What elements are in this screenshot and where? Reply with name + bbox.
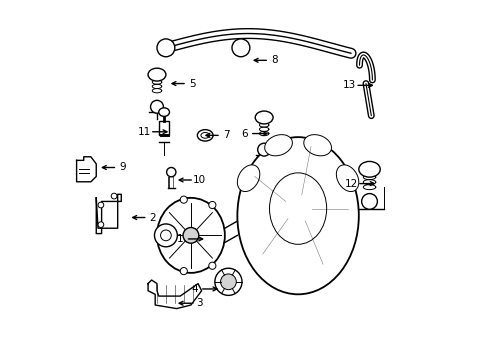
Text: 3: 3 [196, 298, 203, 308]
Text: 6: 6 [241, 129, 247, 139]
Text: 13: 13 [343, 80, 356, 90]
Polygon shape [148, 280, 201, 309]
Text: 10: 10 [193, 175, 205, 185]
Ellipse shape [111, 193, 117, 199]
FancyBboxPatch shape [159, 121, 169, 135]
Ellipse shape [150, 100, 163, 113]
Ellipse shape [208, 202, 216, 208]
Text: 2: 2 [149, 212, 156, 222]
Ellipse shape [180, 267, 187, 275]
Ellipse shape [157, 39, 175, 57]
Text: 4: 4 [191, 284, 198, 294]
Ellipse shape [166, 167, 176, 177]
Text: 9: 9 [119, 162, 126, 172]
Ellipse shape [358, 161, 380, 177]
Ellipse shape [220, 274, 236, 290]
Polygon shape [96, 194, 121, 234]
Ellipse shape [214, 268, 242, 296]
Text: 11: 11 [138, 127, 151, 137]
Ellipse shape [148, 68, 165, 81]
Text: 8: 8 [271, 55, 277, 65]
Ellipse shape [98, 222, 103, 228]
Polygon shape [77, 157, 96, 182]
Ellipse shape [264, 135, 292, 156]
Ellipse shape [208, 262, 216, 269]
Ellipse shape [159, 108, 169, 116]
Ellipse shape [237, 137, 358, 294]
Ellipse shape [98, 202, 103, 208]
Ellipse shape [154, 224, 177, 247]
Ellipse shape [237, 165, 259, 192]
Ellipse shape [255, 111, 272, 124]
Text: 7: 7 [223, 130, 229, 140]
Ellipse shape [303, 135, 331, 156]
Ellipse shape [197, 130, 213, 141]
Ellipse shape [231, 39, 249, 57]
Ellipse shape [361, 194, 377, 209]
Ellipse shape [257, 143, 270, 156]
Ellipse shape [157, 198, 224, 273]
Text: 12: 12 [345, 179, 358, 189]
Ellipse shape [180, 196, 187, 203]
Ellipse shape [336, 165, 358, 192]
Text: 1: 1 [177, 234, 183, 244]
Ellipse shape [183, 228, 198, 243]
Text: 5: 5 [189, 78, 195, 89]
